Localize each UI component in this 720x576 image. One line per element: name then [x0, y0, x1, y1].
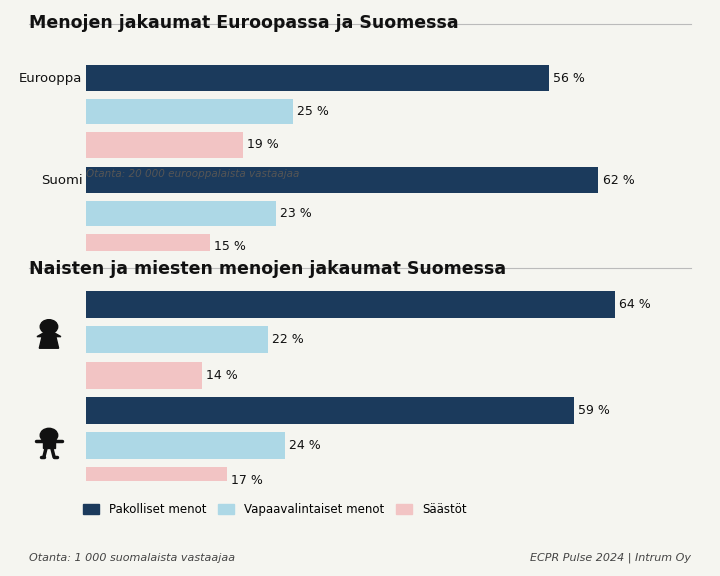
- Text: 59 %: 59 %: [578, 404, 610, 417]
- Bar: [86, 132, 243, 158]
- Text: Suomi: Suomi: [40, 173, 82, 187]
- Text: 15 %: 15 %: [215, 240, 246, 253]
- Bar: [86, 397, 574, 424]
- Text: 14 %: 14 %: [206, 369, 238, 382]
- Bar: [86, 327, 268, 354]
- Bar: [86, 432, 284, 459]
- Text: 64 %: 64 %: [619, 298, 651, 311]
- Text: Otanta: 1 000 suomalaista vastaajaa: Otanta: 1 000 suomalaista vastaajaa: [29, 554, 235, 563]
- Bar: [86, 200, 276, 226]
- Text: 25 %: 25 %: [297, 105, 329, 118]
- Bar: [86, 99, 293, 124]
- Bar: [86, 362, 202, 389]
- Bar: [86, 468, 227, 494]
- Text: Otanta: 20 000 eurooppalaista vastaajaa: Otanta: 20 000 eurooppalaista vastaajaa: [86, 169, 300, 179]
- Text: 19 %: 19 %: [248, 138, 279, 151]
- Text: 24 %: 24 %: [289, 439, 320, 452]
- Bar: [86, 234, 210, 259]
- Text: Naisten ja miesten menojen jakaumat Suomessa: Naisten ja miesten menojen jakaumat Suom…: [29, 260, 506, 278]
- Bar: [86, 66, 549, 91]
- Text: 56 %: 56 %: [553, 72, 585, 85]
- Text: 23 %: 23 %: [281, 207, 312, 220]
- Bar: [86, 168, 598, 193]
- Legend: Pakolliset menot, Vapaavalintaiset menot, Säästöt: Pakolliset menot, Vapaavalintaiset menot…: [78, 499, 472, 521]
- Text: 17 %: 17 %: [231, 475, 263, 487]
- Bar: [86, 291, 615, 318]
- Text: 62 %: 62 %: [603, 173, 634, 187]
- Text: 22 %: 22 %: [272, 334, 304, 346]
- Text: Menojen jakaumat Euroopassa ja Suomessa: Menojen jakaumat Euroopassa ja Suomessa: [29, 14, 459, 32]
- Text: ECPR Pulse 2024 | Intrum Oy: ECPR Pulse 2024 | Intrum Oy: [530, 553, 691, 563]
- Text: Eurooppa: Eurooppa: [19, 72, 82, 85]
